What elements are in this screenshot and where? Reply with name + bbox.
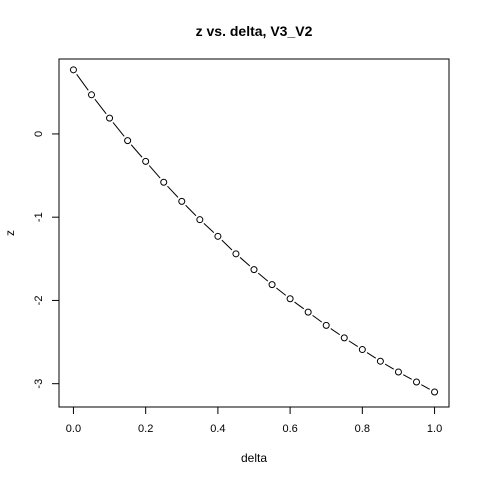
plot-frame [58,58,450,408]
series-segment [239,257,251,267]
data-point [358,346,366,354]
y-tick-label: -3 [33,379,45,389]
series-segment [312,314,323,323]
series-group [69,66,439,396]
x-axis-label: delta [241,451,267,465]
data-point [196,216,204,224]
data-point [232,250,240,258]
y-tick-label: -1 [33,212,45,222]
data-point [69,66,77,74]
series-segment [148,165,161,179]
data-point [304,308,312,316]
x-tick-label: 0.2 [138,423,153,435]
series-segment [221,239,233,251]
series-segment [112,122,125,137]
data-point [268,281,276,289]
data-point [286,295,294,303]
series-segment [330,328,341,336]
series-segment [366,352,377,359]
series-segment [167,185,179,198]
data-point [322,321,330,329]
data-point [88,91,95,99]
series-segment [76,73,89,91]
series-segment [421,384,430,390]
series-segment [130,144,143,158]
series-segment [203,223,215,233]
series-segment [403,374,412,380]
y-tick-label: -2 [33,296,45,306]
chart-title: z vs. delta, V3_V2 [196,23,313,39]
series-segment [257,272,269,282]
data-point [376,357,384,365]
data-point [124,137,132,145]
x-tick-label: 0.0 [66,423,81,435]
series-segment [94,98,107,115]
data-point [160,178,168,186]
series-segment [348,340,358,347]
y-tick-label: 0 [33,131,45,137]
data-point [431,388,439,396]
data-point [413,378,420,386]
x-tick-label: 0.4 [210,423,225,435]
x-axis: 0.0 0.2 0.4 0.6 0.8 1.0 [66,406,442,435]
series-segment [294,301,305,310]
data-point [142,157,150,165]
series-segment [276,287,287,296]
data-point [214,232,222,240]
data-point [250,266,258,274]
data-point [340,334,348,342]
data-point [178,197,186,205]
series-segment [384,363,394,370]
data-point [394,368,402,376]
x-tick-label: 0.8 [355,423,370,435]
x-tick-label: 1.0 [427,423,442,435]
y-axis: 0 -1 -2 -3 [33,131,60,389]
x-tick-label: 0.6 [282,423,297,435]
y-axis-label: z [3,230,17,236]
data-point [106,114,114,122]
series-segment [185,204,197,217]
